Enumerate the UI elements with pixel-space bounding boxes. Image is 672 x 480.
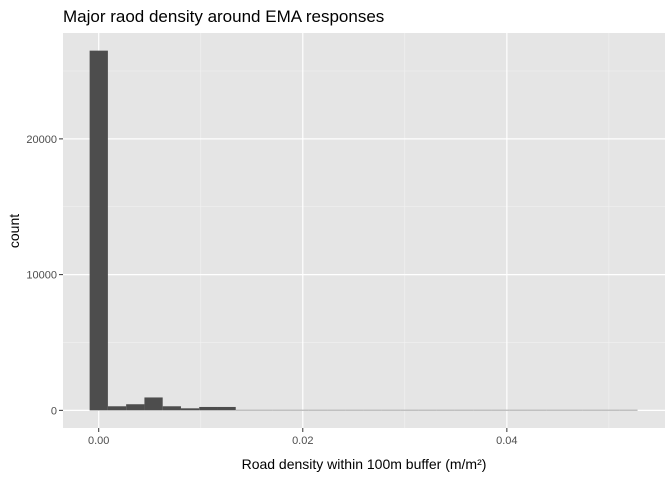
plot-panel bbox=[63, 33, 665, 428]
histogram-bar bbox=[491, 409, 510, 411]
minor-gridlines bbox=[63, 33, 665, 428]
histogram-bar bbox=[327, 409, 346, 411]
histogram-bar bbox=[582, 409, 602, 411]
histogram-bar bbox=[254, 409, 273, 411]
histogram-bar bbox=[436, 409, 455, 411]
histogram-bar bbox=[290, 409, 309, 411]
histogram-bar bbox=[89, 50, 108, 411]
histogram-bar bbox=[454, 409, 474, 411]
y-axis-ticks: 0 10000 20000 bbox=[26, 134, 63, 417]
histogram-bar bbox=[619, 409, 638, 411]
histogram-bar bbox=[126, 404, 145, 411]
histogram-bar bbox=[235, 409, 255, 411]
x-axis-ticks: 0.00 0.02 0.04 bbox=[88, 428, 518, 447]
y-tick-label: 20000 bbox=[26, 134, 57, 146]
histogram-bar bbox=[400, 409, 419, 411]
histogram-bar bbox=[363, 409, 382, 411]
y-tick-label: 0 bbox=[51, 405, 57, 417]
histogram-bars bbox=[89, 50, 638, 411]
y-axis-title: count bbox=[6, 214, 22, 248]
x-axis-title: Road density within 100m buffer (m/m²) bbox=[242, 456, 487, 472]
histogram-bar bbox=[107, 406, 127, 411]
histogram-bar bbox=[199, 406, 218, 411]
chart-title: Major raod density around EMA responses bbox=[63, 7, 384, 26]
x-tick-label: 0.02 bbox=[292, 435, 313, 447]
histogram-bar bbox=[381, 409, 401, 411]
histogram-bar bbox=[272, 409, 291, 411]
histogram-bar bbox=[601, 409, 620, 411]
histogram-bar bbox=[564, 409, 583, 411]
histogram-bar bbox=[509, 409, 528, 411]
histogram-bar bbox=[180, 408, 200, 411]
histogram-bar bbox=[527, 409, 547, 411]
histogram-bar bbox=[473, 409, 492, 411]
histogram-bar bbox=[144, 397, 163, 411]
histogram-bar bbox=[546, 409, 565, 411]
histogram-bar bbox=[217, 406, 236, 411]
histogram-bar bbox=[345, 409, 364, 411]
x-tick-label: 0.00 bbox=[88, 435, 109, 447]
histogram-bar bbox=[308, 409, 328, 411]
histogram-bar bbox=[162, 406, 181, 411]
histogram-bar bbox=[418, 409, 437, 411]
y-tick-label: 10000 bbox=[26, 270, 57, 282]
x-tick-label: 0.04 bbox=[496, 435, 517, 447]
